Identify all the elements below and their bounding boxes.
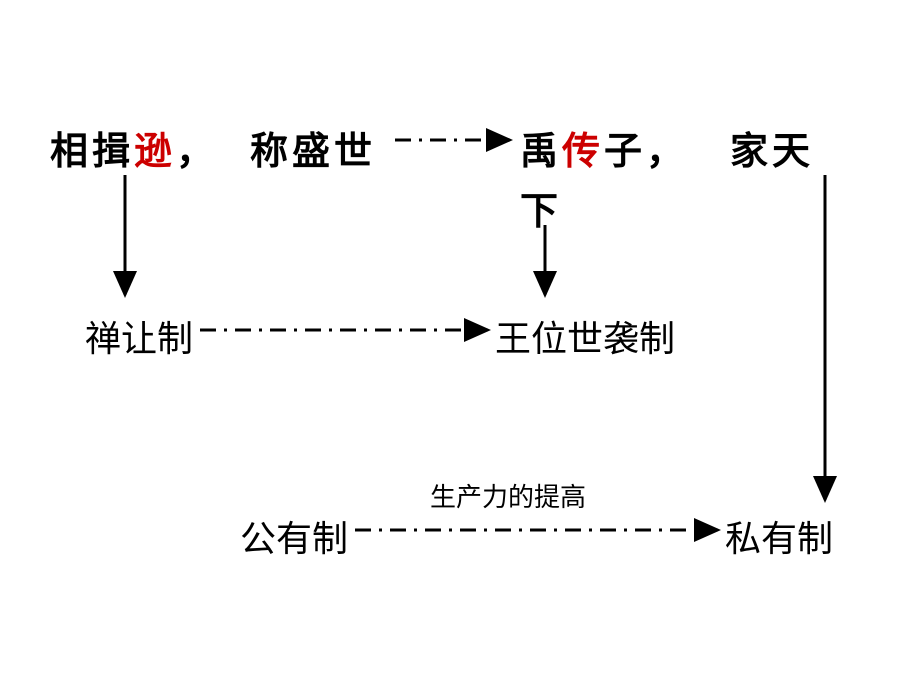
node-top-left: 相揖逊， <box>50 120 218 175</box>
top-left-text-3: 称盛世 <box>250 131 376 173</box>
top-left-text-2: ， <box>176 131 218 173</box>
top-right-text-1: 禹 <box>520 131 562 173</box>
top-left-text-1: 相揖 <box>50 131 134 173</box>
top-left-text-red: 逊 <box>134 131 176 173</box>
node-top-right-b: 家天 <box>730 120 814 175</box>
node-mid-right: 王位世袭制 <box>495 310 675 362</box>
node-bot-right: 私有制 <box>725 510 833 562</box>
top-right-text-2: 子， <box>604 131 688 173</box>
node-bot-label: 生产力的提高 <box>430 477 586 514</box>
top-right-text-3: 家天 <box>730 131 814 173</box>
node-mid-left: 禅让制 <box>85 310 193 362</box>
top-right-text-4: 下 <box>520 191 562 233</box>
node-bot-left: 公有制 <box>240 510 348 562</box>
node-top-right: 禹传子， <box>520 120 688 175</box>
node-top-right-c: 下 <box>520 180 562 235</box>
top-right-text-red: 传 <box>562 131 604 173</box>
node-top-left-b: 称盛世 <box>250 120 376 175</box>
